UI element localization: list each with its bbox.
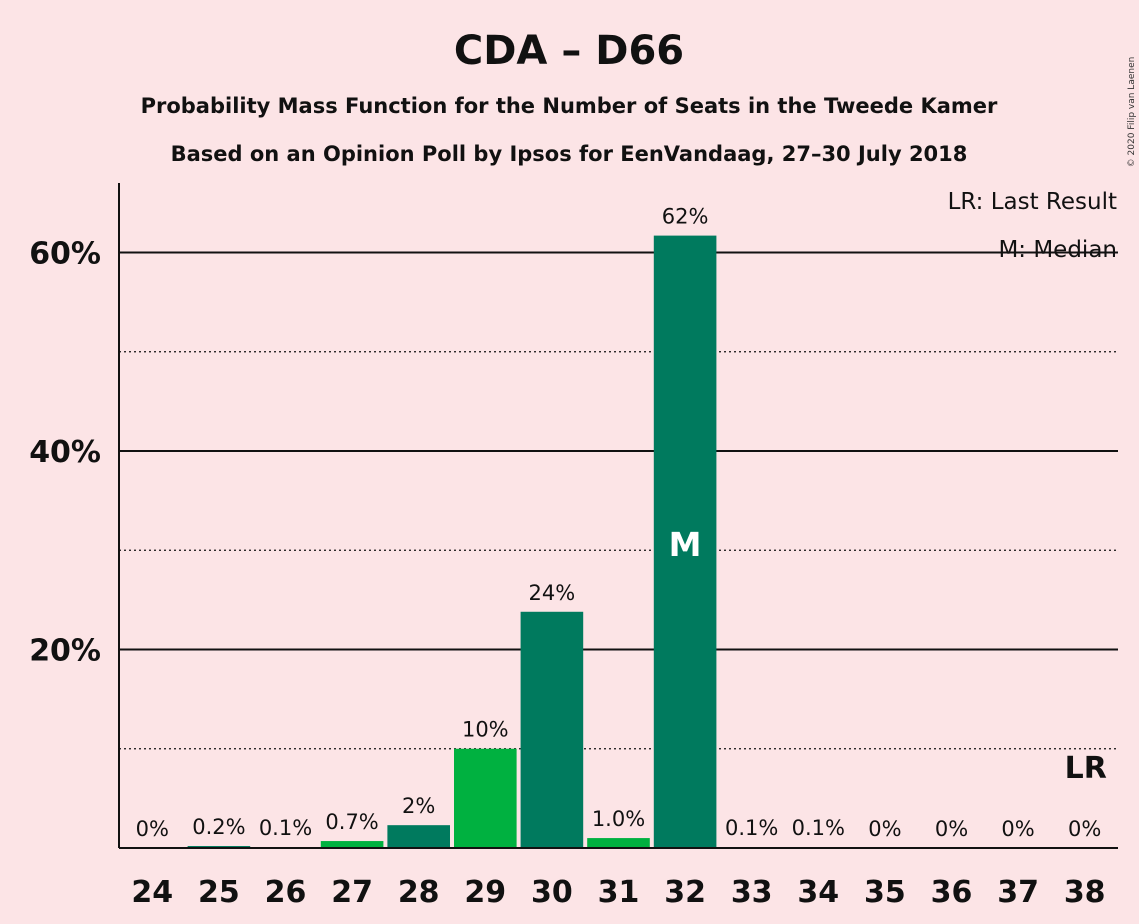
data-label-seat-34: 0.1% xyxy=(792,816,845,840)
x-tick-label: 30 xyxy=(531,875,573,910)
y-tick-labels-group: 20% 40% 60% xyxy=(29,236,101,668)
x-tick-label: 33 xyxy=(731,875,773,910)
data-label-seat-38: 0% xyxy=(1068,817,1101,841)
x-tick-label: 26 xyxy=(265,875,307,910)
gridlines xyxy=(119,251,1118,750)
data-label-seat-36: 0% xyxy=(935,817,968,841)
data-label-seat-29: 10% xyxy=(462,718,509,742)
data-labels-group: 0% 0.2% 0.1% 0.7% 2% 10% 24% 1.0% 62% M 0.1% 0.1% 0%… xyxy=(136,205,1107,841)
data-label-seat-37: 0% xyxy=(1001,817,1034,841)
copyright-text: © 2020 Filip van Laenen xyxy=(1127,57,1137,168)
x-tick-label: 32 xyxy=(664,875,706,910)
x-tick-labels-group: 24 25 26 27 28 29 30 31 32 33 34 35 36 37 38 xyxy=(131,875,1105,910)
data-label-seat-31: 1.0% xyxy=(592,807,645,831)
x-tick-label: 35 xyxy=(864,875,906,910)
chart-subtitle-line-1: Probability Mass Function for the Number… xyxy=(141,94,998,118)
data-label-seat-32: 62% xyxy=(662,205,709,229)
data-label-seat-27: 0.7% xyxy=(325,810,378,834)
median-marker: M xyxy=(669,525,702,564)
data-label-seat-26: 0.1% xyxy=(259,816,312,840)
x-tick-label: 27 xyxy=(331,875,373,910)
x-tick-label: 36 xyxy=(931,875,973,910)
x-tick-label: 37 xyxy=(997,875,1039,910)
y-tick-label: 60% xyxy=(29,236,101,271)
bar-seat-32 xyxy=(653,235,717,848)
x-tick-label: 29 xyxy=(464,875,506,910)
legend-last-result: LR: Last Result xyxy=(948,189,1117,215)
y-tick-label: 20% xyxy=(29,633,101,668)
data-label-seat-24: 0% xyxy=(136,817,169,841)
bar-seat-27 xyxy=(320,841,384,848)
data-label-seat-30: 24% xyxy=(529,581,576,605)
legend-median: M: Median xyxy=(998,237,1117,263)
x-tick-label: 31 xyxy=(598,875,640,910)
x-tick-label: 38 xyxy=(1064,875,1106,910)
bar-seat-30 xyxy=(520,611,584,848)
data-label-seat-25: 0.2% xyxy=(192,815,245,839)
x-tick-label: 28 xyxy=(398,875,440,910)
x-tick-label: 25 xyxy=(198,875,240,910)
data-label-seat-33: 0.1% xyxy=(725,816,778,840)
bar-seat-28 xyxy=(387,825,451,848)
bar-seat-31 xyxy=(587,838,650,848)
chart-subtitle-line-2: Based on an Opinion Poll by Ipsos for Ee… xyxy=(171,142,968,166)
last-result-marker: LR xyxy=(1065,751,1107,786)
bar-seat-29 xyxy=(453,748,517,848)
x-tick-label: 34 xyxy=(797,875,839,910)
y-tick-label: 40% xyxy=(29,435,101,470)
data-label-seat-35: 0% xyxy=(868,817,901,841)
x-tick-label: 24 xyxy=(131,875,173,910)
bars-group xyxy=(187,235,850,848)
chart-title: CDA – D66 xyxy=(454,28,684,74)
data-label-seat-28: 2% xyxy=(402,794,435,818)
